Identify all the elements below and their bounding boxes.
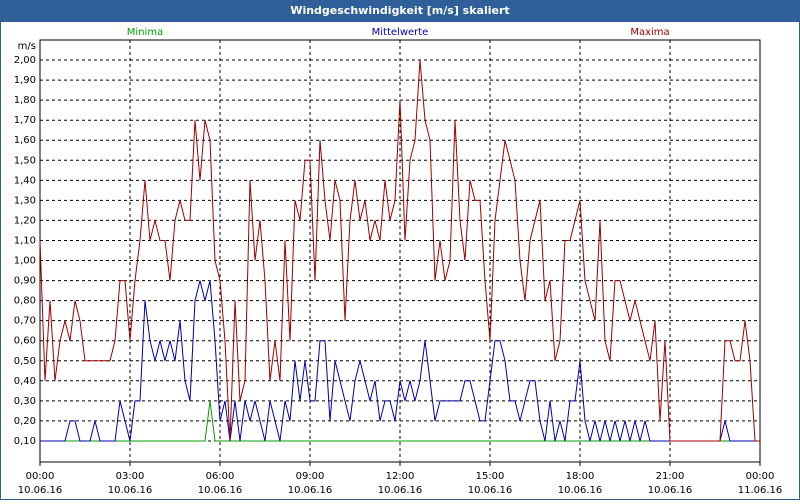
y-tick-label: 1,00 [14,256,36,267]
series-line [40,280,760,442]
title-bar [0,0,800,22]
y-tick-label: 1,90 [14,75,36,86]
series-line [39,59,760,442]
x-tick-label: 15:00 [476,471,505,482]
x-tick-label: 00:00 [26,471,55,482]
x-tick-label: 03:00 [116,471,145,482]
x-tick-label: 09:00 [296,471,325,482]
y-tick-label: 0,40 [14,376,36,387]
y-tick-label: 0,60 [14,336,36,347]
x-tick-label: 21:00 [656,471,685,482]
y-tick-label: 1,80 [14,95,36,106]
y-tick-label: 1,70 [14,115,36,126]
legend-entry: Mittelwerte [372,27,429,38]
y-tick-label: 0,20 [14,416,36,427]
y-tick-label: 0,50 [14,356,36,367]
y-tick-label: 2,00 [14,55,36,66]
x-tick-date: 10.06.16 [288,485,333,496]
x-tick-date: 11.06.16 [738,485,783,496]
chart-title: Windgeschwindigkeit [m/s] skaliert [290,4,509,17]
y-tick-label: 1,20 [14,215,36,226]
x-tick-date: 10.06.16 [468,485,513,496]
x-tick-date: 10.06.16 [18,485,63,496]
x-tick-label: 00:00 [746,471,775,482]
y-tick-label: 0,80 [14,296,36,307]
y-tick-label: 1,40 [14,175,36,186]
legend-entry: Maxima [630,27,669,38]
x-tick-date: 10.06.16 [108,485,153,496]
y-tick-label: 1,30 [14,195,36,206]
x-tick-label: 18:00 [566,471,595,482]
x-tick-label: 06:00 [206,471,235,482]
y-tick-label: 0,10 [14,436,36,447]
y-tick-label: 0,90 [14,276,36,287]
y-tick-label: 1,10 [14,235,36,246]
x-tick-label: 12:00 [386,471,415,482]
y-tick-label: 1,50 [14,155,36,166]
x-tick-date: 10.06.16 [558,485,603,496]
y-tick-label: 0,70 [14,316,36,327]
legend-entry: Minima [127,27,163,38]
y-tick-label: 1,60 [14,135,36,146]
y-unit: m/s [18,41,36,52]
x-tick-date: 10.06.16 [198,485,243,496]
x-tick-date: 10.06.16 [648,485,693,496]
y-tick-label: 0,30 [14,396,36,407]
x-tick-date: 10.06.16 [378,485,423,496]
